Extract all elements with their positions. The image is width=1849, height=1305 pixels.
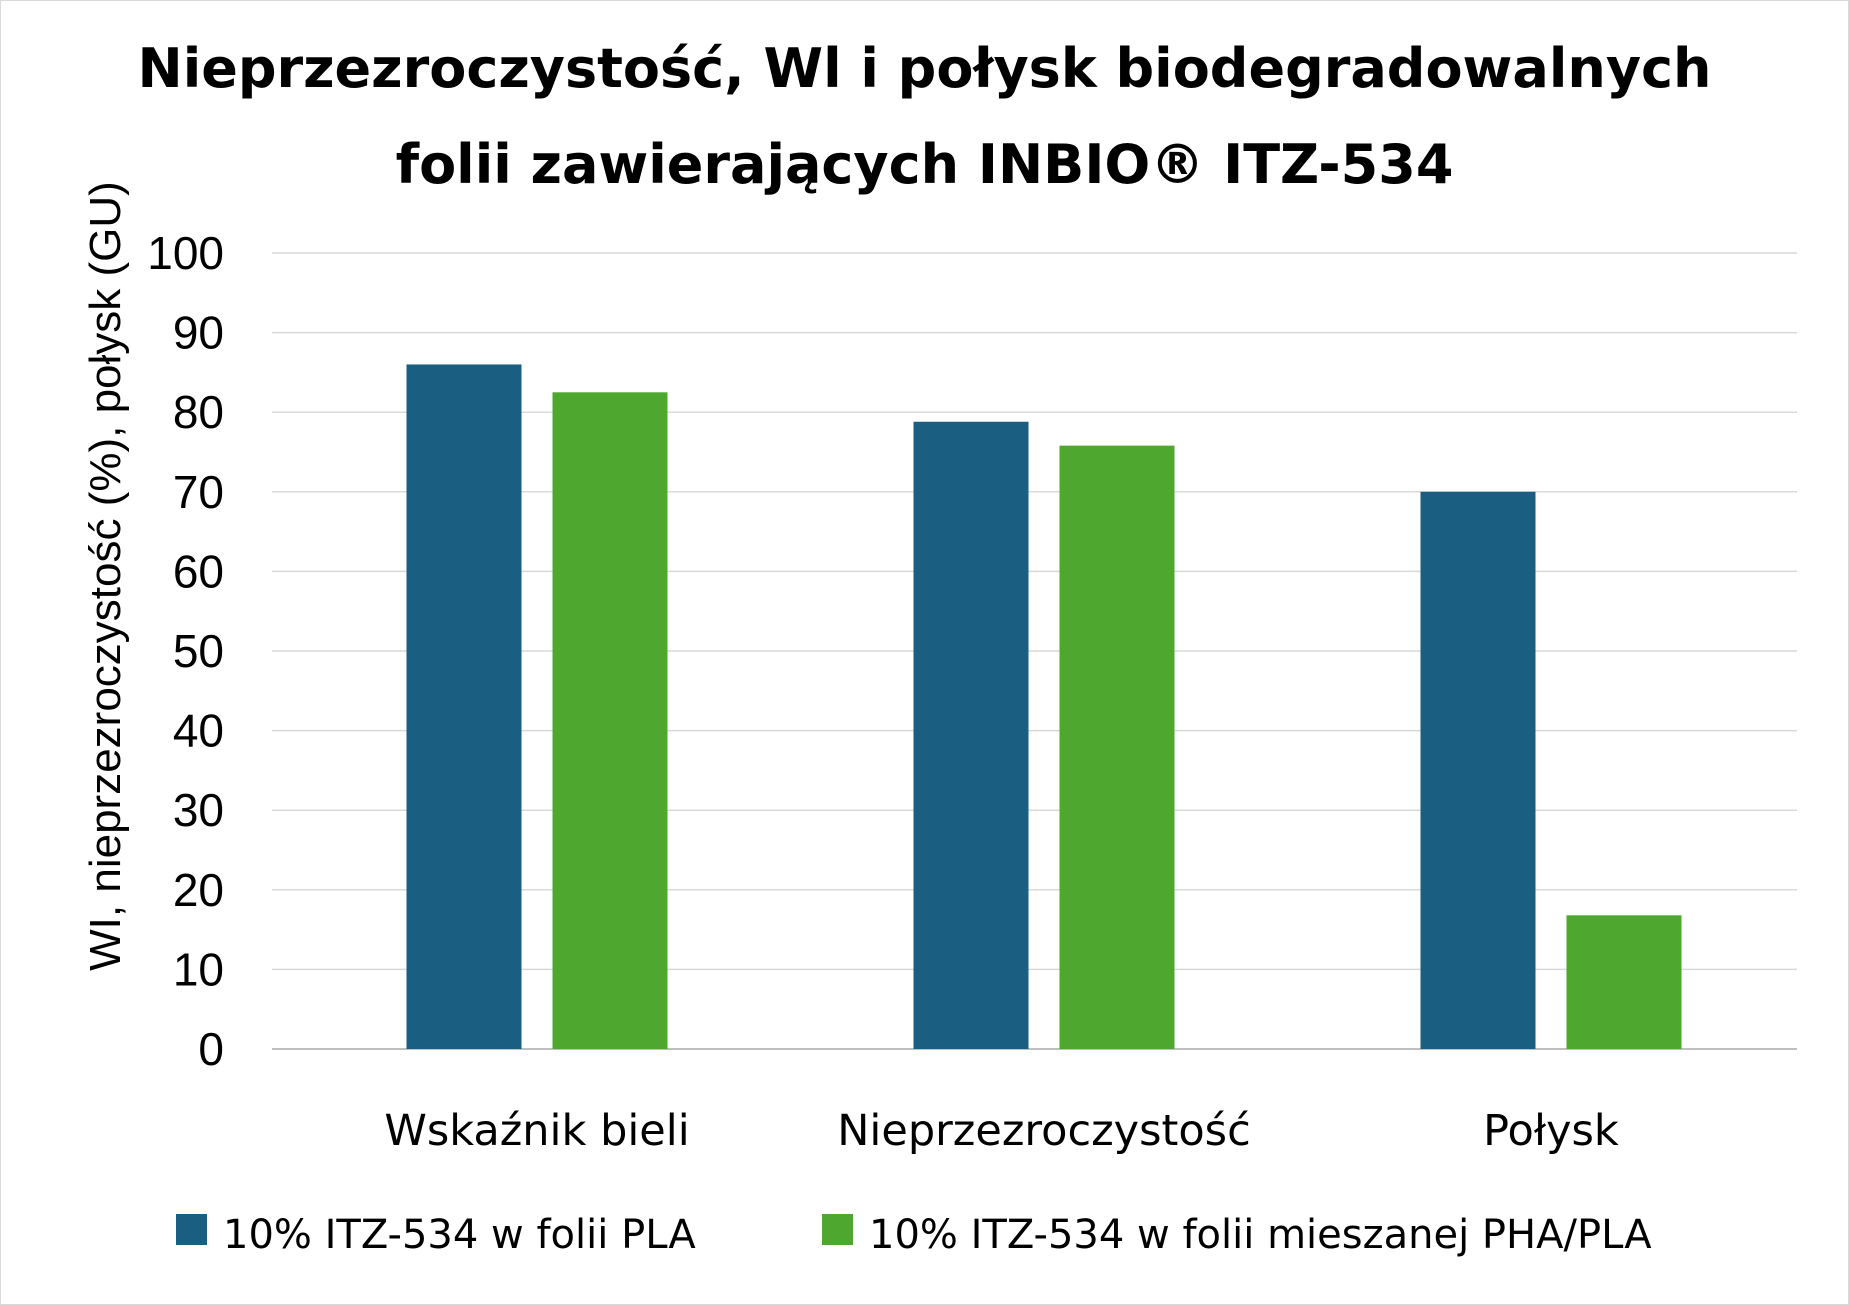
bar-s2-2 xyxy=(1566,915,1682,1049)
legend-label-2: 10% ITZ-534 w folii mieszanej PHA/PLA xyxy=(869,1212,1652,1258)
y-tick-label-80: 80 xyxy=(173,386,224,438)
legend-swatch-2 xyxy=(822,1214,853,1245)
y-tick-label-60: 60 xyxy=(173,545,224,597)
bars xyxy=(406,364,1682,1050)
y-tick-label-100: 100 xyxy=(147,227,224,279)
y-tick-label-90: 90 xyxy=(173,307,224,359)
bar-s1-0 xyxy=(406,364,522,1049)
bar-s2-0 xyxy=(552,392,668,1049)
y-axis-label: WI, nieprzezroczystość (%), połysk (GU) xyxy=(81,181,130,971)
y-tick-label-70: 70 xyxy=(173,466,224,518)
chart-title-line2: folii zawierających INBIO® ITZ-534 xyxy=(395,133,1454,196)
y-tick-label-40: 40 xyxy=(173,705,224,757)
y-tick-label-30: 30 xyxy=(173,784,224,836)
category-label-1: Nieprzezroczystość xyxy=(837,1106,1250,1156)
category-labels: Wskaźnik bieli Nieprzezroczystość Połysk xyxy=(384,1106,1619,1156)
category-label-2: Połysk xyxy=(1483,1106,1619,1156)
chart-title-line1: Nieprzezroczystość, Wl i połysk biodegra… xyxy=(137,37,1712,100)
category-label-0: Wskaźnik bieli xyxy=(384,1106,689,1156)
legend-swatch-1 xyxy=(176,1214,207,1245)
bar-s1-2 xyxy=(1420,491,1536,1049)
bar-s1-1 xyxy=(913,421,1029,1049)
gridlines xyxy=(272,252,1797,1050)
y-tick-label-50: 50 xyxy=(173,625,224,677)
legend-label-1: 10% ITZ-534 w folii PLA xyxy=(223,1212,696,1258)
bar-s2-1 xyxy=(1059,445,1175,1050)
legend: 10% ITZ-534 w folii PLA 10% ITZ-534 w fol… xyxy=(176,1212,1652,1258)
y-axis-ticks: 0 10 20 30 40 50 60 70 80 90 100 xyxy=(147,227,224,1075)
y-tick-label-10: 10 xyxy=(173,943,224,995)
y-tick-label-0: 0 xyxy=(198,1023,224,1075)
y-tick-label-20: 20 xyxy=(173,864,224,916)
